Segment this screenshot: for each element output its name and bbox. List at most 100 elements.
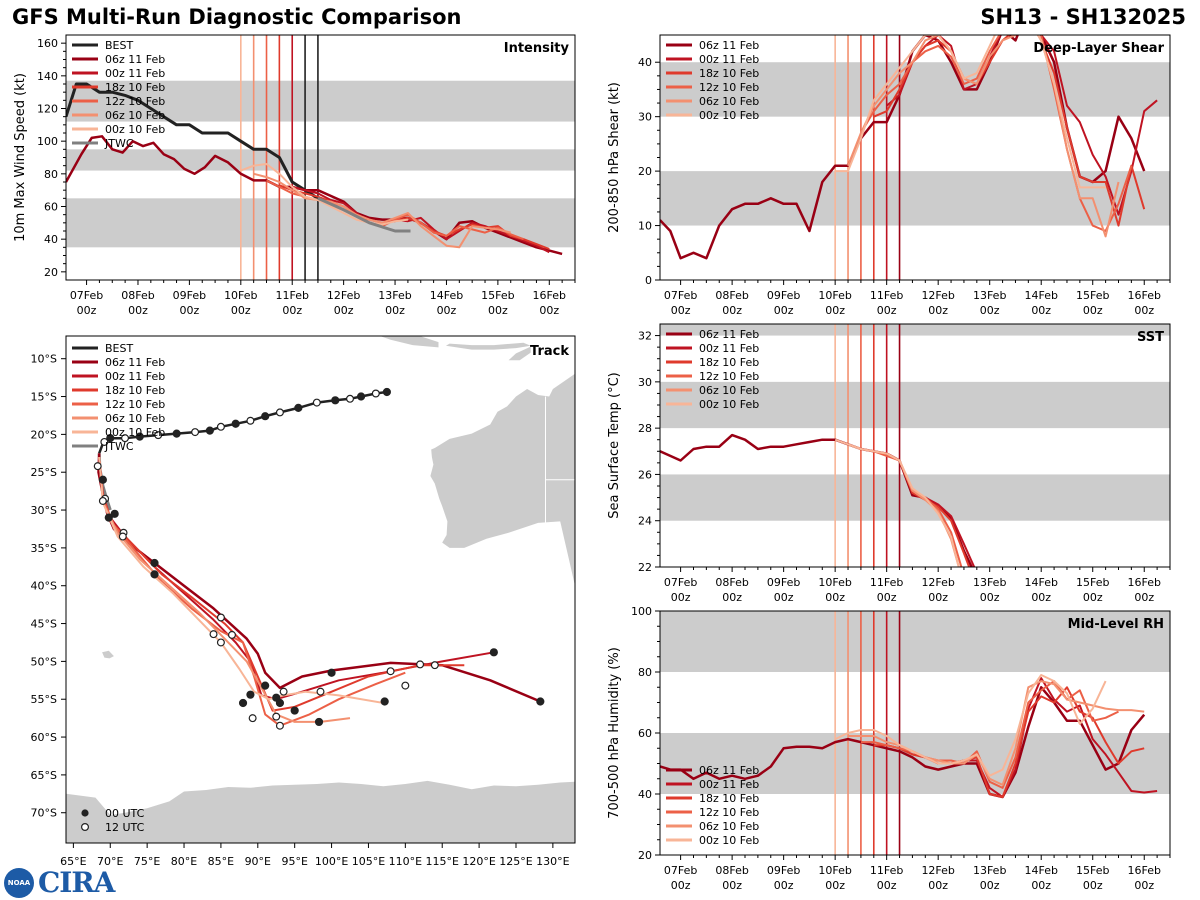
sst-band	[660, 474, 1170, 521]
track-marker-00utc	[261, 412, 270, 421]
sst-series-group	[660, 433, 976, 567]
track-legend-label: 06z 11 Feb	[105, 356, 165, 369]
rh-ytick-label: 20	[638, 849, 652, 862]
rh-ylabel: 700-500 hPa Humidity (%)	[607, 647, 622, 819]
track-series-12z-10-feb	[98, 457, 406, 727]
legend-00utc-marker	[81, 809, 89, 817]
intensity-xtick-day: 12Feb	[327, 289, 360, 302]
track-title: Track	[530, 344, 569, 359]
sst-ylabel: Sea Surface Temp (°C)	[607, 372, 622, 519]
track-marker-12utc	[121, 434, 130, 443]
shear-xtick-hour: 00z	[1031, 304, 1051, 317]
shear-xtick-day: 13Feb	[973, 289, 1006, 302]
sst-xtick-day: 11Feb	[870, 576, 903, 589]
shear-xtick-day: 09Feb	[767, 289, 800, 302]
intensity-legend-label: 00z 10 Feb	[105, 123, 165, 136]
rh-series-06z-11-feb	[660, 686, 1146, 799]
rh-series-12z-10-feb	[860, 680, 1119, 789]
legend-12utc-marker	[80, 822, 89, 831]
rh-xtick-day: 16Feb	[1128, 864, 1161, 877]
sst-xtick-day: 09Feb	[767, 576, 800, 589]
shear-series-group	[660, 35, 1158, 260]
shear-xtick-hour: 00z	[980, 304, 1000, 317]
shear-ytick-label: 30	[638, 111, 652, 124]
intensity-series-00z-10-feb	[240, 163, 409, 226]
track-series-06z-10-feb	[98, 457, 351, 723]
track-xtick-label: 130°E	[536, 855, 569, 868]
intensity-xtick-hour: 00z	[231, 304, 251, 317]
sst-ytick-label: 30	[638, 376, 652, 389]
track-marker-12utc	[216, 638, 225, 647]
shear-series-00z-10-feb	[835, 35, 1106, 189]
rh-xtick-hour: 00z	[980, 879, 1000, 892]
sst-xtick-hour: 00z	[825, 591, 845, 604]
shear-xtick-hour: 00z	[1083, 304, 1103, 317]
track-marker-00utc	[110, 509, 119, 518]
rh-band	[660, 733, 1170, 794]
track-xtick-label: 65°E	[60, 855, 86, 868]
rh-xtick-hour: 00z	[928, 879, 948, 892]
java-land	[379, 336, 439, 348]
shear-xtick-hour: 00z	[825, 304, 845, 317]
track-xtick-label: 90°E	[245, 855, 271, 868]
shear-xtick-day: 15Feb	[1076, 289, 1109, 302]
intensity-xtick-hour: 00z	[282, 304, 302, 317]
track-marker-12utc	[430, 661, 439, 670]
track-marker-12utc	[216, 422, 225, 431]
sst-frame	[659, 323, 1171, 568]
track-marker-00utc	[231, 419, 240, 428]
rh-xtick-hour: 00z	[722, 879, 742, 892]
rh-xtick-hour: 00z	[825, 879, 845, 892]
sst-xtick-hour: 00z	[877, 591, 897, 604]
intensity-panel: 20 40 60 80 100 120 140 160 07Feb 00z 08Feb 00z 09Fe…	[13, 34, 576, 317]
intensity-legend-label: 06z 10 Feb	[105, 109, 165, 122]
legend-12utc-label: 12 UTC	[105, 821, 145, 834]
rh-xtick-hour: 00z	[671, 879, 691, 892]
intensity-xtick-hour: 00z	[539, 304, 559, 317]
track-series-00z-11-feb	[98, 457, 495, 701]
track-land-group	[66, 336, 575, 843]
sst-xtick-day: 12Feb	[921, 576, 954, 589]
intensity-xtick-day: 14Feb	[430, 289, 463, 302]
shear-xtick-hour: 00z	[928, 304, 948, 317]
track-marker-00utc	[327, 668, 336, 677]
shear-legend-label: 12z 10 Feb	[699, 81, 759, 94]
track-marker-12utc	[118, 532, 127, 541]
sst-xtick-hour: 00z	[671, 591, 691, 604]
track-legend-label: 00z 11 Feb	[105, 370, 165, 383]
track-xtick-label: 85°E	[208, 855, 234, 868]
sst-xtick-hour: 00z	[1083, 591, 1103, 604]
rh-ytick-label: 100	[631, 605, 652, 618]
sst-ytick-label: 28	[638, 422, 652, 435]
intensity-series-group	[66, 82, 563, 256]
track-ytick-label: 60°S	[31, 731, 57, 744]
track-marker-12utc	[246, 416, 255, 425]
track-marker-12utc	[316, 687, 325, 696]
rh-xtick-hour: 00z	[1083, 879, 1103, 892]
shear-ytick-label: 40	[638, 56, 652, 69]
track-marker-12utc	[386, 667, 395, 676]
sst-ytick-label: 22	[638, 561, 652, 574]
intensity-series-jtwc	[317, 196, 411, 233]
track-marker-12utc	[275, 721, 284, 730]
sst-band	[660, 324, 1170, 336]
intensity-xtick-hour: 00z	[180, 304, 200, 317]
rh-xtick-hour: 00z	[774, 879, 794, 892]
rh-legend-label: 06z 10 Feb	[699, 820, 759, 833]
track-marker-00utc	[331, 396, 340, 405]
track-legend-label: 00z 10 Feb	[105, 426, 165, 439]
intensity-xtick-day: 16Feb	[533, 289, 566, 302]
sst-title: SST	[1137, 330, 1164, 345]
track-series-18z-10-feb	[98, 457, 465, 712]
track-marker-00utc	[104, 513, 113, 522]
intensity-series-best	[66, 82, 319, 200]
shear-band	[660, 62, 1170, 117]
cira-logo: CIRA	[38, 866, 115, 899]
intensity-band	[66, 149, 575, 171]
track-marker-12utc	[371, 389, 380, 398]
intensity-ytick-label: 160	[37, 37, 58, 50]
intensity-band	[66, 80, 575, 122]
track-marker-12utc	[100, 437, 109, 446]
rh-xtick-hour: 00z	[877, 879, 897, 892]
shear-legend-label: 06z 10 Feb	[699, 95, 759, 108]
